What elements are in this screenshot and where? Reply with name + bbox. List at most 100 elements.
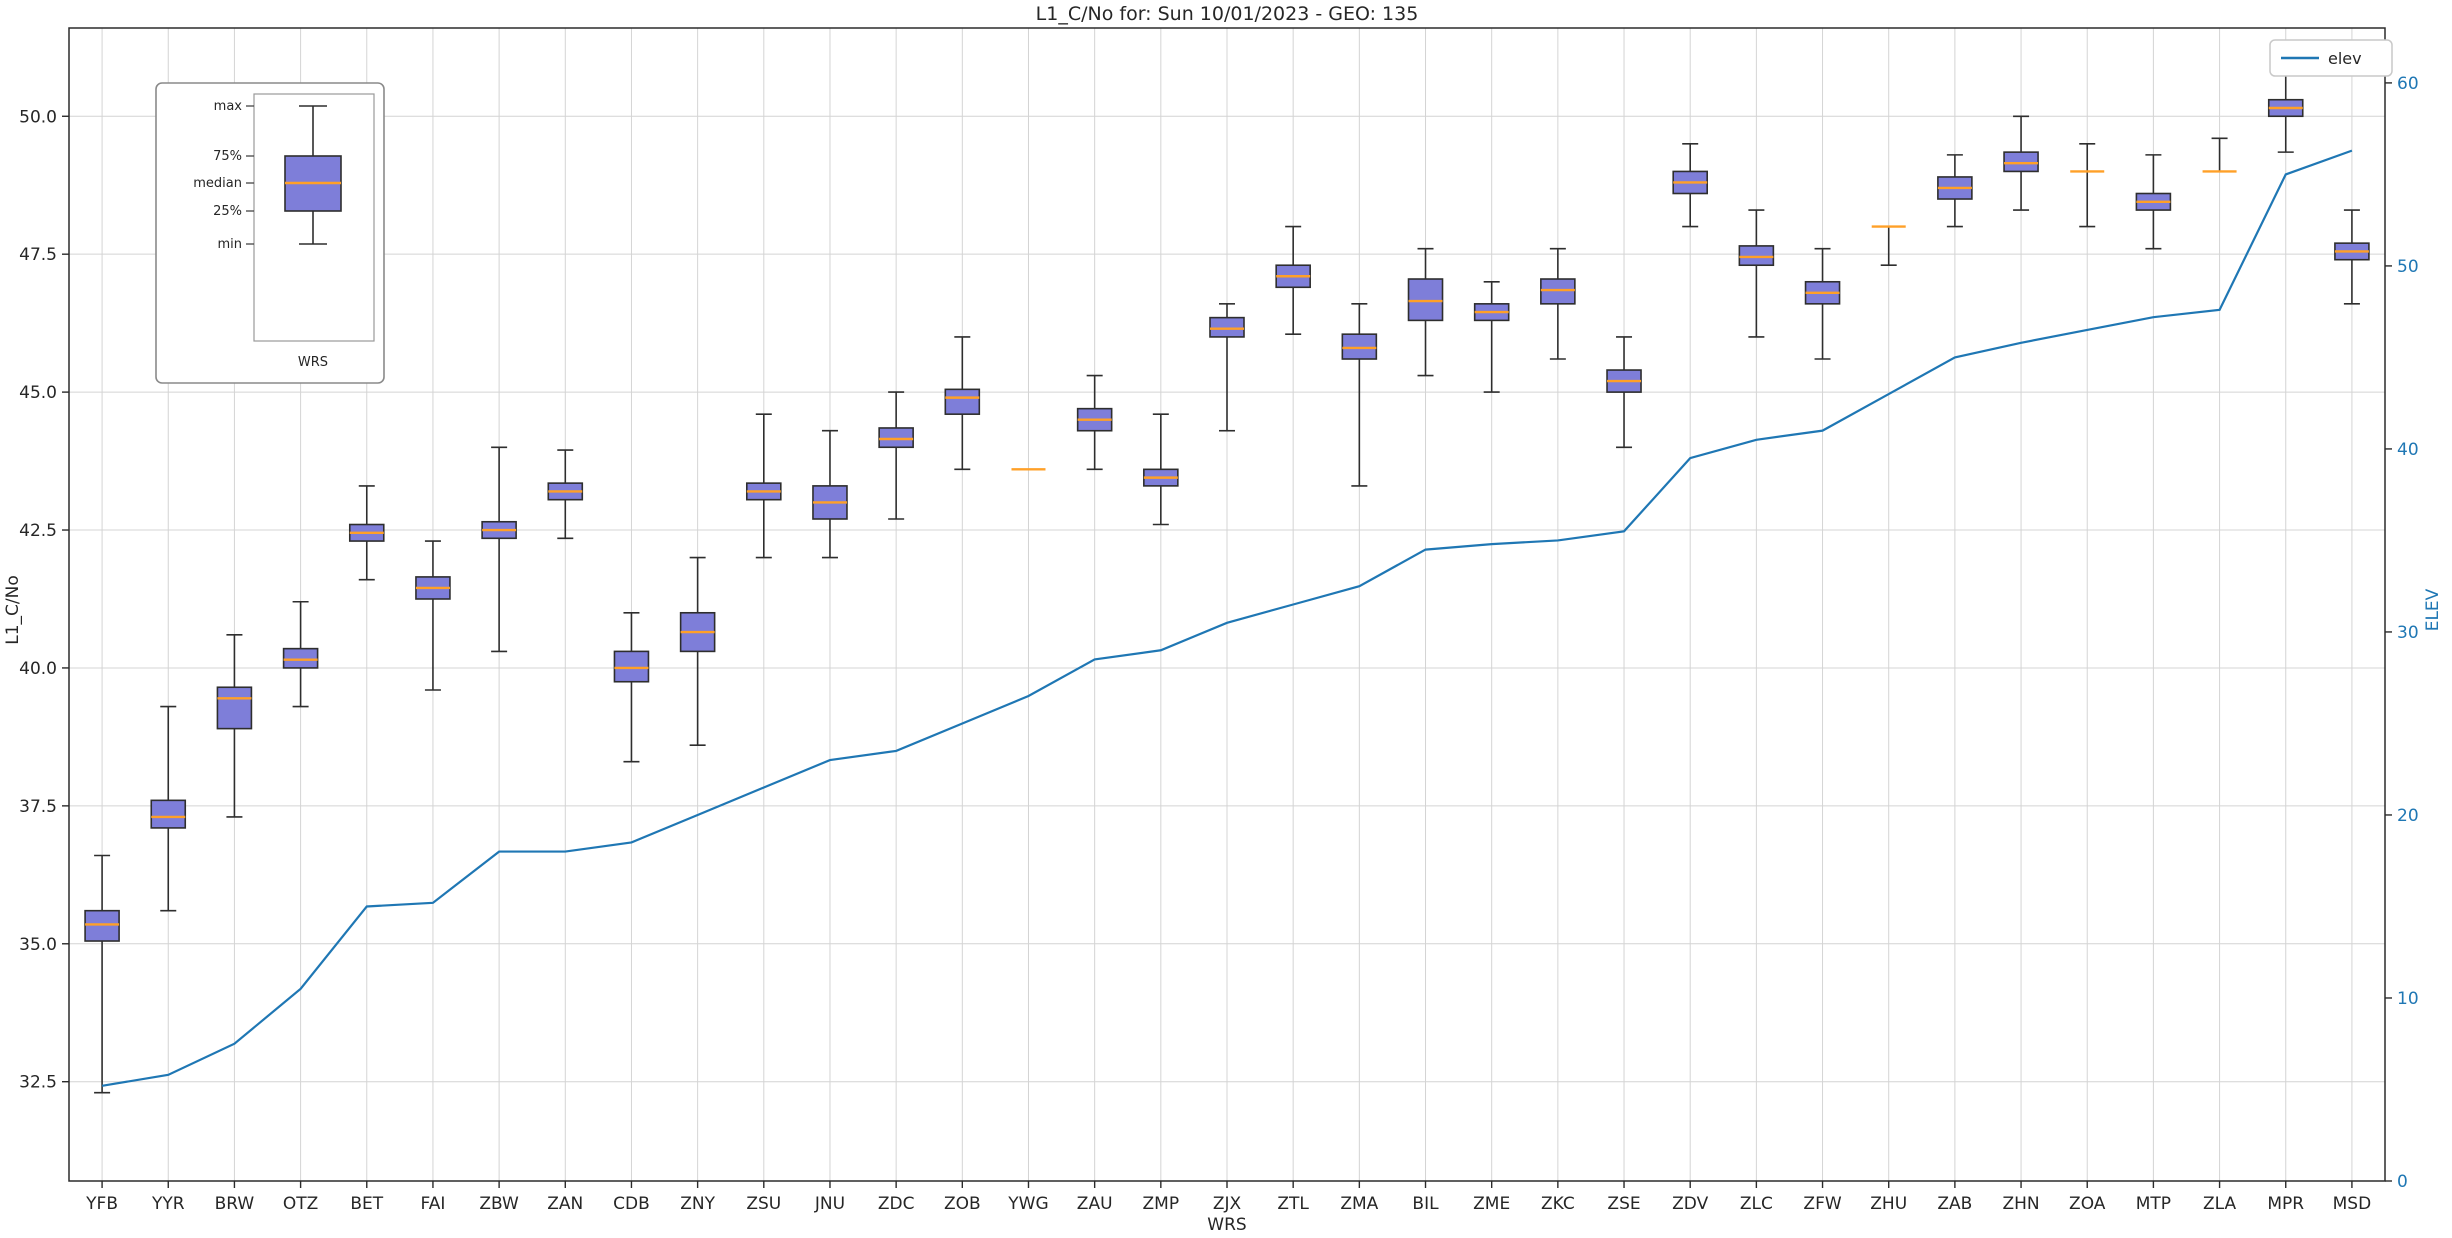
x-tick-label-ZOB: ZOB [944,1194,981,1214]
x-tick-label-BIL: BIL [1412,1194,1439,1214]
gridlines [69,28,2385,1181]
y2-tick-label: 10 [2397,989,2419,1009]
x-tick-label-ZTL: ZTL [1277,1194,1309,1214]
box-BIL [1407,247,1444,377]
x-tick-label-ZBW: ZBW [479,1194,519,1214]
box-JNU [812,429,848,559]
box-FAI [415,540,451,691]
x-tick-label-ZMA: ZMA [1340,1194,1378,1214]
x-tick-label-MSD: MSD [2333,1194,2372,1214]
inset-label-75: 75% [213,149,242,164]
box-ZNY [679,556,716,746]
box-ZAU [1076,374,1113,471]
x-tick-label-ZSE: ZSE [1607,1194,1640,1214]
box-ZDC [878,391,914,520]
box-ZMP [1143,413,1179,526]
x-tick-label-ZAB: ZAB [1937,1194,1972,1214]
x-tick-label-ZKC: ZKC [1541,1194,1575,1214]
box-ZAB [1937,154,1973,228]
box-ZFW [1804,247,1841,360]
box-OTZ [282,600,319,708]
y-tick-label: 47.5 [19,245,57,265]
box-ZLA [2202,137,2237,173]
y-tick-label: 50.0 [19,107,57,127]
box-YYR [150,705,187,912]
box-ZME [1473,280,1510,393]
box-ZTL [1275,225,1311,335]
inset-xlabel: WRS [298,355,328,370]
y2-axis-label: ELEV [2423,588,2443,631]
inset-axes-frame [253,93,375,342]
x-tick-label-ZSU: ZSU [746,1194,781,1214]
x-tick-label-ZLA: ZLA [2203,1194,2237,1214]
box-ZMA [1341,303,1378,487]
x-tick-label-YYR: YYR [151,1194,185,1214]
y-tick-label: 40.0 [19,659,57,679]
y-tick-label: 42.5 [19,521,57,541]
x-tick-label-ZME: ZME [1473,1194,1510,1214]
x-tick-label-YWG: YWG [1007,1194,1048,1214]
x-tick-label-BET: BET [350,1194,383,1214]
x-tick-label-MTP: MTP [2136,1194,2171,1214]
y2-tick-label: 30 [2397,623,2419,643]
box-MSD [2334,209,2370,305]
box-ZKC [1540,247,1576,360]
box-ZJX [1209,303,1245,432]
inset-label-median: median [193,176,242,191]
plot-area: 32.5 35.0 37.5 40.0 42.5 45.0 47.5 50.0 0 10 20 30 4… [19,27,2419,1214]
inset-label-min: min [217,237,242,252]
boxplot-key-inset: max 75% median 25% min WRS [155,82,385,384]
x-tick-label-OTZ: OTZ [283,1194,318,1214]
x-tick-label-ZOA: ZOA [2069,1194,2106,1214]
x-tick-label-BRW: BRW [215,1194,255,1214]
box-MPR [2267,71,2304,153]
x-tick-label-ZFW: ZFW [1803,1194,1841,1214]
y2-tick-label: 60 [2397,74,2419,94]
box-ZDV [1672,143,1708,228]
y2-tick-label: 40 [2397,440,2419,460]
box-ZLC [1738,209,1775,338]
boxplots [84,71,2370,1094]
chart-title: L1_C/No for: Sun 10/01/2023 - GEO: 135 [1036,3,1419,25]
x-tick-label-ZLC: ZLC [1740,1194,1773,1214]
box-ZOA [2070,143,2105,228]
box-ZSE [1606,336,1642,449]
y2-tick-label: 50 [2397,257,2419,277]
box-MTP [2135,154,2172,250]
inset-label-25: 25% [213,204,242,219]
legend: elev [2269,39,2393,77]
x-tick-label-CDB: CDB [613,1194,650,1214]
y-tick-label: 37.5 [19,797,57,817]
x-tick-label-MPR: MPR [2267,1194,2304,1214]
y-tick-label: 45.0 [19,383,57,403]
y-tick-label: 35.0 [19,935,57,955]
x-tick-label-FAI: FAI [421,1194,446,1214]
x-tick-label-ZHU: ZHU [1870,1194,1907,1214]
box-ZAN [547,449,584,540]
tick-labels: 32.5 35.0 37.5 40.0 42.5 45.0 47.5 50.0 0 10 20 30 4… [19,74,2419,1214]
x-tick-label-ZJX: ZJX [1213,1194,1242,1214]
x-tick-label-ZAN: ZAN [547,1194,583,1214]
x-tick-label-ZHN: ZHN [2002,1194,2039,1214]
box-ZHN [2003,115,2039,211]
box-ZHU [1871,225,1906,267]
elev-line [101,149,2353,1087]
x-tick-label-ZMP: ZMP [1143,1194,1180,1214]
x-tick-label-ZDC: ZDC [878,1194,915,1214]
box-BRW [216,634,253,818]
y-axis-label: L1_C/No [3,575,23,645]
box-ZOB [944,336,981,471]
x-tick-label-ZNY: ZNY [680,1194,715,1214]
y2-tick-label: 20 [2397,806,2419,826]
x-axis-label: WRS [1207,1215,1246,1235]
legend-label: elev [2328,49,2362,68]
y2-tick-label: 0 [2397,1172,2408,1192]
x-tick-label-YFB: YFB [85,1194,118,1214]
box-YFB [84,854,120,1094]
box-BET [348,485,385,581]
box-ZBW [481,446,517,653]
x-tick-label-ZAU: ZAU [1077,1194,1113,1214]
box-CDB [613,611,650,763]
